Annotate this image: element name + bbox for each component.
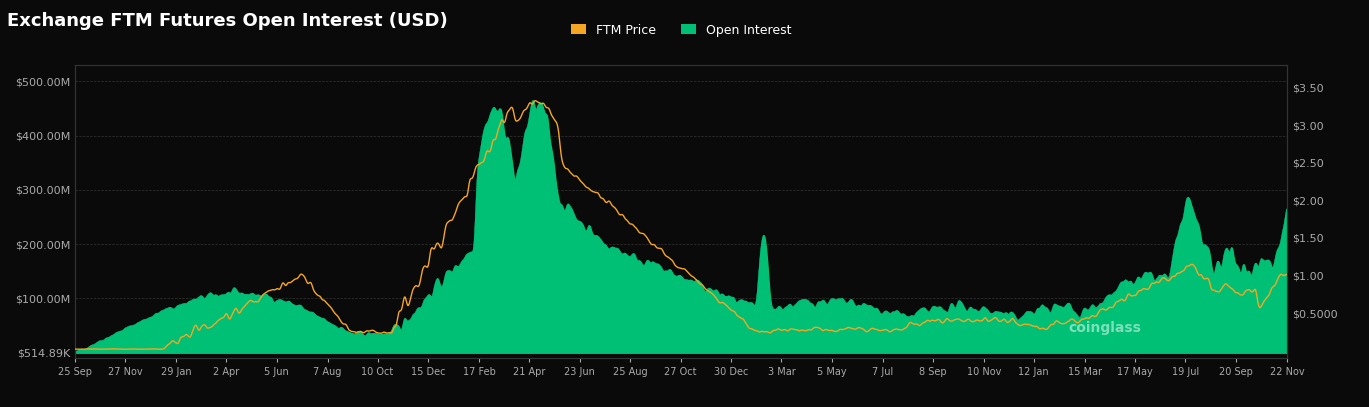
Text: coinglass: coinglass	[1069, 321, 1142, 335]
Text: Exchange FTM Futures Open Interest (USD): Exchange FTM Futures Open Interest (USD)	[7, 12, 448, 30]
Legend: FTM Price, Open Interest: FTM Price, Open Interest	[565, 19, 797, 42]
